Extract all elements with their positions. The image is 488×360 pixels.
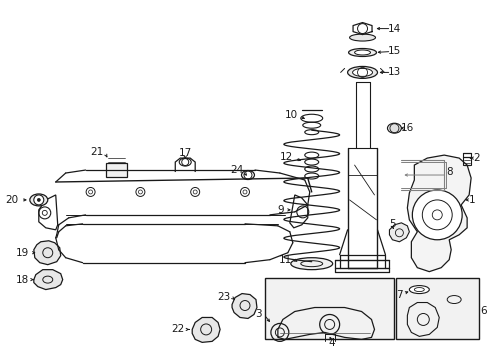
Text: 5: 5 bbox=[388, 219, 395, 229]
Circle shape bbox=[34, 195, 44, 205]
Ellipse shape bbox=[30, 194, 48, 206]
Text: 8: 8 bbox=[445, 167, 451, 177]
Text: 7: 7 bbox=[395, 289, 402, 300]
Polygon shape bbox=[232, 293, 256, 319]
Polygon shape bbox=[407, 155, 470, 272]
Ellipse shape bbox=[386, 123, 401, 133]
Bar bbox=[264, 278, 394, 339]
Text: 10: 10 bbox=[284, 110, 297, 120]
Polygon shape bbox=[192, 318, 220, 342]
Text: 12: 12 bbox=[279, 152, 292, 162]
Ellipse shape bbox=[347, 67, 377, 78]
FancyBboxPatch shape bbox=[105, 163, 127, 177]
Text: 11: 11 bbox=[278, 255, 291, 265]
Text: 23: 23 bbox=[216, 292, 229, 302]
Ellipse shape bbox=[354, 50, 370, 55]
Bar bbox=[396, 278, 478, 339]
Ellipse shape bbox=[349, 34, 375, 41]
Text: 15: 15 bbox=[387, 46, 400, 57]
Text: 4: 4 bbox=[327, 338, 334, 348]
Text: 9: 9 bbox=[277, 205, 283, 215]
Polygon shape bbox=[388, 223, 408, 242]
Circle shape bbox=[411, 190, 461, 240]
Text: 22: 22 bbox=[171, 324, 184, 334]
Text: 19: 19 bbox=[16, 248, 29, 258]
Polygon shape bbox=[34, 241, 61, 265]
Text: 2: 2 bbox=[472, 153, 478, 163]
Text: 16: 16 bbox=[400, 123, 413, 133]
Polygon shape bbox=[34, 270, 62, 289]
Text: 13: 13 bbox=[387, 67, 400, 77]
Ellipse shape bbox=[290, 258, 332, 270]
Text: 14: 14 bbox=[387, 24, 400, 33]
Ellipse shape bbox=[348, 49, 376, 57]
Text: 24: 24 bbox=[229, 165, 243, 175]
Ellipse shape bbox=[408, 285, 428, 293]
Text: 17: 17 bbox=[178, 148, 191, 158]
Text: 18: 18 bbox=[16, 275, 29, 285]
Text: 3: 3 bbox=[255, 310, 262, 319]
Ellipse shape bbox=[352, 68, 372, 76]
Text: 1: 1 bbox=[468, 195, 474, 205]
Text: 21: 21 bbox=[90, 147, 103, 157]
Circle shape bbox=[37, 198, 40, 201]
Text: 20: 20 bbox=[6, 195, 19, 205]
Text: 6: 6 bbox=[479, 306, 486, 316]
